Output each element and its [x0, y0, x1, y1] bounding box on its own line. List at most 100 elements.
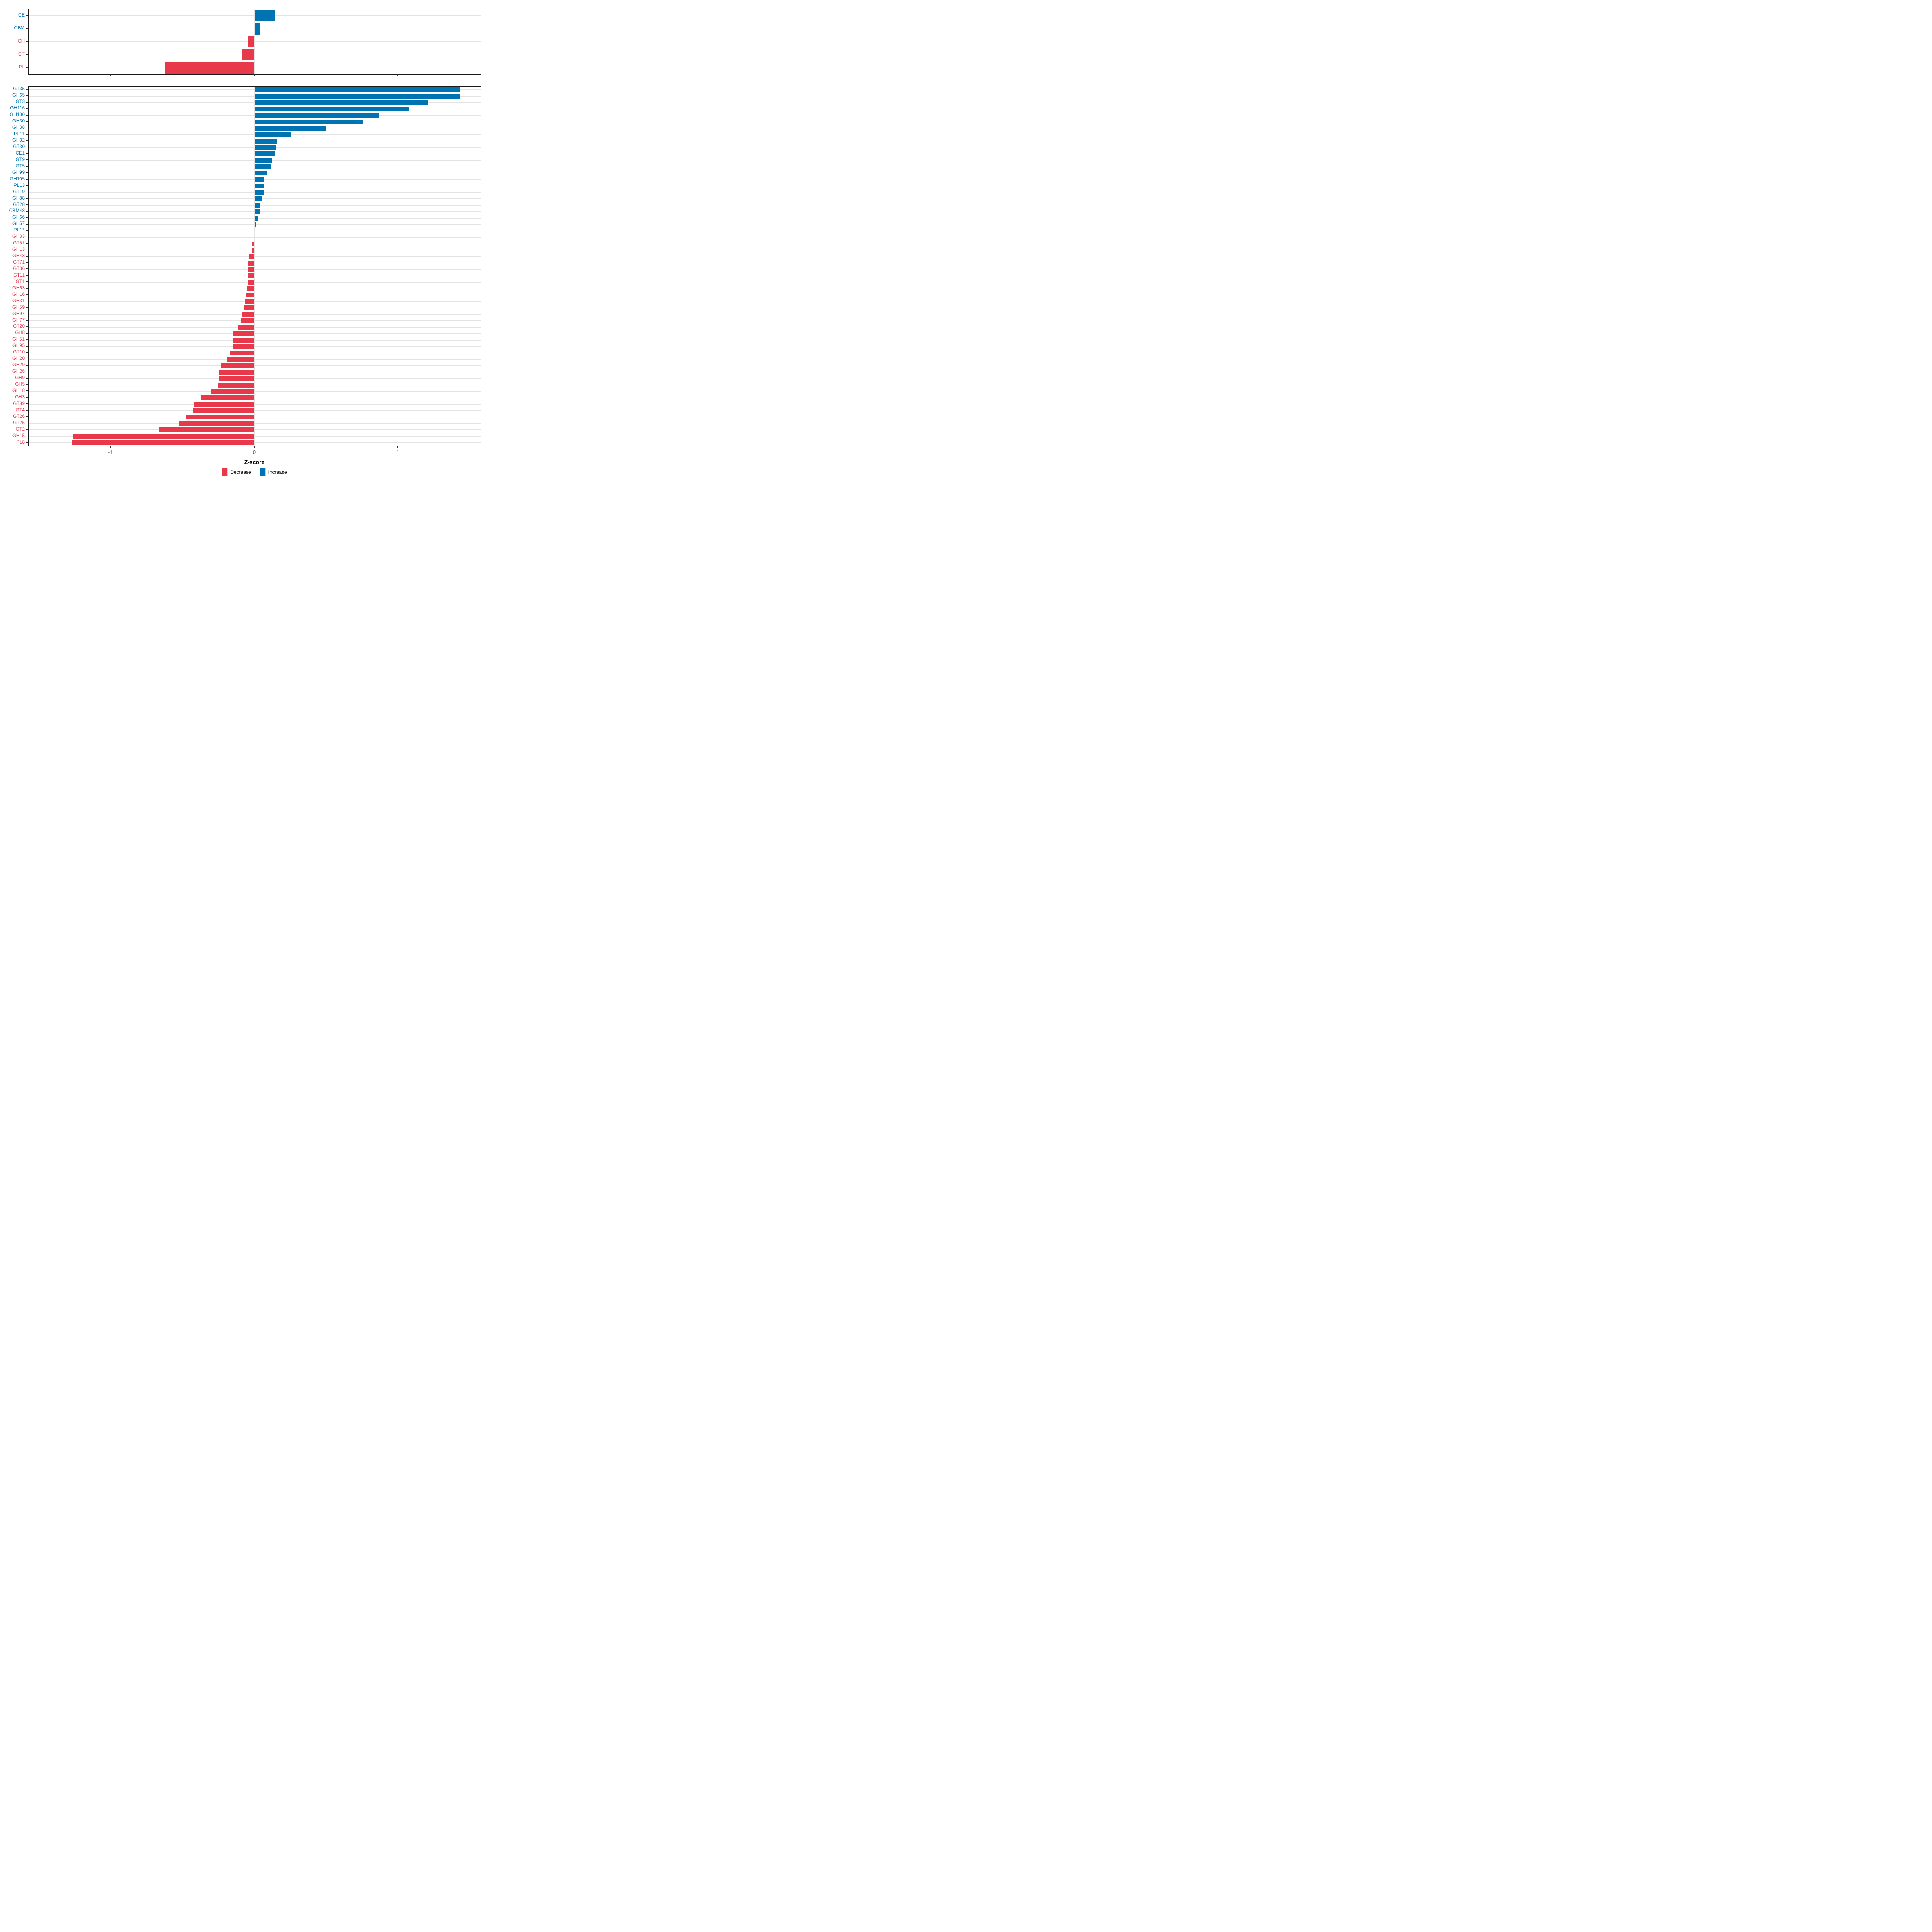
y-tick — [26, 172, 28, 173]
y-tick — [26, 429, 28, 430]
y-tick — [26, 159, 28, 161]
category-label-GH26: GH26 — [12, 369, 25, 374]
bar-GH — [247, 36, 255, 47]
y-tick — [26, 108, 28, 109]
bar-GT30 — [254, 145, 276, 150]
y-tick — [26, 410, 28, 411]
horizontal-gridline — [29, 333, 481, 334]
figure: Z-score Decrease Increase CE CBM GH GT PL GT35… — [0, 0, 483, 483]
bar-CBM — [254, 23, 261, 35]
legend-swatch-icon — [260, 468, 266, 476]
category-label-GT11: GT11 — [13, 272, 25, 278]
horizontal-gridline — [29, 256, 481, 257]
bar-GT11 — [248, 273, 255, 279]
category-label-CBM48: CBM48 — [9, 208, 25, 214]
y-tick — [26, 185, 28, 186]
bar-GT51 — [252, 241, 255, 246]
bar-GH15 — [72, 434, 255, 439]
bar-GH59 — [243, 305, 255, 311]
category-label-GH116: GH116 — [10, 106, 25, 111]
y-tick — [26, 442, 28, 443]
horizontal-gridline — [29, 436, 481, 437]
y-tick — [26, 67, 28, 68]
y-tick — [26, 378, 28, 379]
category-label-GH31: GH31 — [12, 298, 25, 303]
horizontal-gridline — [29, 282, 481, 283]
y-tick — [26, 230, 28, 231]
legend-label: Increase — [268, 469, 287, 475]
category-label-PL12: PL12 — [14, 228, 25, 233]
y-tick — [26, 89, 28, 90]
bar-GH105 — [254, 177, 264, 182]
category-label-CBM: CBM — [14, 26, 25, 31]
y-tick — [26, 268, 28, 270]
y-tick — [26, 326, 28, 327]
y-tick — [26, 140, 28, 141]
bar-GH99 — [254, 171, 267, 176]
y-tick — [26, 294, 28, 295]
bar-GH43 — [249, 254, 255, 259]
category-label-GT9: GT9 — [15, 157, 25, 162]
y-tick — [26, 179, 28, 180]
category-label-GT25: GT25 — [13, 420, 25, 425]
x-tick — [397, 74, 398, 76]
bar-GH13 — [251, 248, 255, 253]
bar-GH65 — [254, 93, 460, 99]
x-tick — [397, 446, 398, 448]
category-label-GH65: GH65 — [12, 93, 25, 98]
y-tick — [26, 384, 28, 385]
vertical-gridline — [398, 87, 399, 446]
bar-GT89 — [194, 402, 255, 407]
bar-GH95 — [232, 344, 255, 349]
category-label-GT: GT — [18, 52, 25, 57]
bar-GT28 — [254, 203, 260, 208]
bar-GH38 — [254, 126, 326, 131]
bar-GH116 — [254, 106, 409, 111]
y-tick — [26, 28, 28, 29]
bar-GT4 — [193, 408, 255, 413]
category-label-GT2: GT2 — [15, 427, 25, 432]
y-tick — [26, 416, 28, 417]
vertical-gridline — [254, 87, 255, 446]
category-label-PL8: PL8 — [16, 440, 25, 445]
y-tick — [26, 217, 28, 218]
bar-GH88 — [254, 196, 262, 202]
category-label-GH63: GH63 — [12, 285, 25, 291]
category-label-GT19: GT19 — [13, 189, 25, 194]
category-label-GH16: GH16 — [12, 292, 25, 297]
bar-CBM48 — [254, 209, 260, 214]
category-label-GH105: GH105 — [10, 176, 25, 182]
category-label-GT20: GT20 — [13, 324, 25, 329]
bar-PL11 — [254, 132, 291, 137]
y-tick — [26, 307, 28, 308]
category-label-GT26: GT26 — [13, 414, 25, 419]
category-label-CE: CE — [18, 12, 25, 18]
bar-GH33 — [254, 235, 255, 240]
x-tick — [110, 74, 111, 76]
bar-GH8 — [233, 331, 255, 336]
top-panel-cazyme-class — [28, 9, 481, 75]
category-label-GT3: GT3 — [15, 99, 25, 105]
category-label-GH99: GH99 — [12, 170, 25, 175]
category-label-GH5: GH5 — [15, 382, 25, 387]
horizontal-gridline — [29, 378, 481, 379]
legend-item-decrease: Decrease — [222, 468, 251, 476]
category-label-GT1: GT1 — [15, 279, 25, 284]
horizontal-gridline — [29, 372, 481, 373]
bar-GT25 — [179, 421, 255, 426]
category-label-GT35: GT35 — [13, 87, 25, 92]
bar-GT71 — [248, 260, 255, 266]
horizontal-gridline — [29, 262, 481, 264]
category-label-GT51: GT51 — [13, 241, 25, 246]
bar-GH30 — [254, 119, 363, 124]
category-label-GH43: GH43 — [12, 254, 25, 259]
legend-swatch-icon — [222, 468, 228, 476]
y-tick — [26, 320, 28, 321]
bar-GH26 — [219, 369, 255, 375]
category-label-GT36: GT36 — [13, 266, 25, 271]
category-label-PL13: PL13 — [14, 183, 25, 188]
horizontal-gridline — [29, 54, 481, 56]
category-label-GT71: GT71 — [13, 260, 25, 265]
bar-GT9 — [254, 158, 272, 163]
y-tick — [26, 256, 28, 257]
